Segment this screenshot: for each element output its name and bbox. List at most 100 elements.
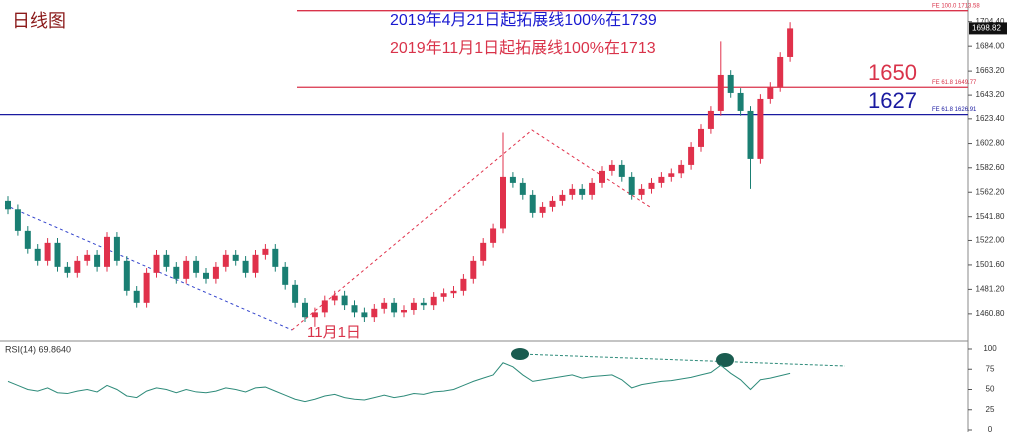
candle-body: [341, 295, 348, 306]
level-label: FE 61.8 1626.91: [932, 107, 977, 113]
candle-body: [450, 290, 457, 294]
candle-body: [401, 310, 407, 313]
candle-body: [707, 110, 714, 129]
y-tick-label: 1501.60: [976, 260, 1005, 269]
y-tick-label: 75: [986, 364, 995, 373]
rsi-line: [7, 362, 791, 403]
candle-body: [331, 295, 338, 301]
candle-body: [153, 254, 160, 273]
candle-body: [787, 28, 794, 57]
y-tick-label: 50: [986, 385, 995, 394]
candle-body: [84, 254, 91, 261]
y-tick-label: 1562.20: [976, 187, 1005, 196]
candle-body: [74, 260, 81, 273]
rsi-trendline: [519, 353, 846, 367]
y-tick-label: 1623.40: [976, 114, 1005, 123]
annotation: 2019年4月21日起拓展线100%在1739: [390, 11, 657, 29]
candle-body: [589, 182, 596, 195]
candle-body: [104, 236, 110, 267]
y-tick-label: 1643.20: [976, 90, 1005, 99]
candle-body: [539, 206, 546, 213]
annotation: 11月1日: [307, 324, 361, 341]
y-tick-label: 1663.20: [976, 66, 1005, 75]
candle-body: [599, 170, 605, 183]
candle-body: [252, 254, 259, 273]
fib-line: [291, 129, 651, 331]
candle-body: [143, 272, 150, 303]
candle-body: [381, 302, 388, 309]
candle-body: [54, 242, 61, 267]
candle-body: [519, 182, 526, 195]
candle-body: [688, 146, 695, 165]
annotation: 2019年11月1日起拓展线100%在1713: [390, 39, 656, 57]
candle-body: [232, 254, 239, 261]
candle-body: [608, 164, 615, 171]
level-annotation: 1627: [868, 88, 917, 113]
y-tick-label: 100: [983, 344, 997, 353]
candle-body: [282, 266, 289, 285]
fib-line: [4, 204, 293, 331]
candle-body: [123, 260, 130, 291]
rsi-marker: [716, 353, 734, 367]
candle-body: [163, 254, 170, 267]
candle-body: [717, 74, 724, 111]
y-tick-label: 1602.80: [976, 139, 1005, 148]
candle-body: [371, 308, 378, 318]
candle-body: [698, 128, 704, 147]
level-label: FE 100.0 1713.58: [932, 3, 980, 9]
candle-body: [272, 248, 279, 267]
candle-body: [559, 194, 566, 201]
y-tick-label: 0: [988, 425, 993, 432]
y-tick-label: 1541.80: [976, 212, 1005, 221]
candle-body: [410, 302, 417, 311]
candle-body: [242, 260, 249, 273]
candle-body: [628, 176, 635, 195]
candle-body: [500, 176, 506, 229]
last-price-tag: [969, 22, 1007, 35]
candle-body: [727, 74, 734, 93]
candle-body: [183, 260, 190, 279]
candle-body: [94, 254, 101, 267]
candle-body: [14, 209, 21, 231]
level-label: FE 61.8 1649.77: [932, 80, 977, 86]
candle-body: [509, 176, 516, 183]
candle-body: [203, 272, 209, 279]
candle-body: [529, 194, 536, 213]
candle-body: [222, 254, 229, 267]
candle-body: [638, 188, 645, 195]
candle-body: [24, 230, 31, 249]
candle-body: [470, 260, 477, 279]
candle-body: [173, 266, 180, 279]
y-tick-label: 1582.60: [976, 163, 1005, 172]
y-tick-label: 1704.40: [976, 17, 1005, 26]
candle-body: [262, 248, 269, 255]
candle-body: [440, 293, 447, 297]
y-tick-label: 1460.80: [976, 309, 1005, 318]
candle-body: [212, 266, 219, 279]
candle-body: [767, 86, 774, 99]
candle-body: [311, 312, 318, 318]
candle-body: [747, 110, 754, 159]
level-annotation: 1650: [868, 60, 917, 85]
candle-body: [549, 200, 556, 207]
candle-body: [430, 296, 437, 306]
candle-body: [648, 182, 655, 189]
candle-body: [5, 200, 11, 210]
candle-body: [351, 305, 358, 313]
chart-title: 日线图: [12, 11, 66, 31]
y-tick-label: 25: [986, 405, 995, 414]
candle-body: [64, 266, 71, 273]
candle-body: [113, 236, 120, 261]
y-tick-label: 1684.00: [976, 41, 1005, 50]
candle-body: [490, 228, 497, 243]
candle-body: [361, 312, 368, 318]
candle-body: [460, 278, 467, 291]
candle-body: [737, 92, 744, 111]
last-price-label: 1698.82: [972, 24, 1001, 33]
rsi-title: RSI(14) 69.8640: [5, 344, 71, 354]
candle-body: [757, 98, 764, 159]
candle-body: [420, 302, 427, 306]
candle-body: [302, 302, 308, 318]
